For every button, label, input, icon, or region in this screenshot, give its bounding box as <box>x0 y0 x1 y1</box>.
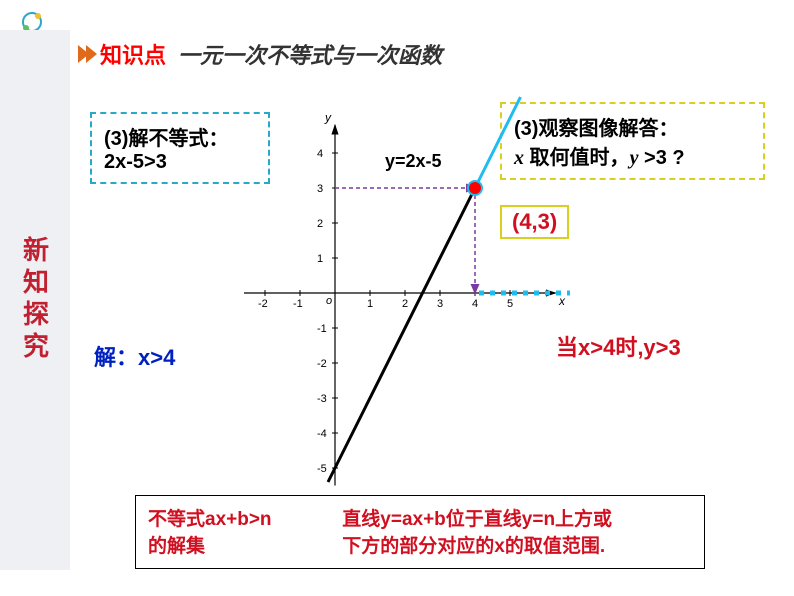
conclusion-left: 不等式ax+b>n 的解集 <box>148 504 342 560</box>
svg-text:4: 4 <box>472 298 478 310</box>
svg-text:-1: -1 <box>293 298 303 310</box>
svg-text:-2: -2 <box>258 298 268 310</box>
svg-text:-1: -1 <box>317 323 327 335</box>
page-title: 一元一次不等式与一次函数 <box>178 38 442 70</box>
sidebar-title: 新知探究 <box>17 236 54 364</box>
svg-text:2: 2 <box>317 218 323 230</box>
answer-right: 当x>4时,y>3 <box>556 330 681 362</box>
svg-text:2: 2 <box>402 298 408 310</box>
svg-text:y: y <box>324 111 332 125</box>
svg-text:3: 3 <box>317 183 323 195</box>
svg-text:3: 3 <box>437 298 443 310</box>
svg-text:-2: -2 <box>317 358 327 370</box>
svg-text:5: 5 <box>507 298 513 310</box>
arrow-icon <box>78 45 94 63</box>
svg-text:-5: -5 <box>317 463 327 475</box>
conclusion-right: 直线y=ax+b位于直线y=n上方或 下方的部分对应的x的取值范围. <box>342 504 692 560</box>
knowledge-point-label: 知识点 <box>100 38 166 70</box>
svg-text:x: x <box>558 294 566 308</box>
svg-text:-3: -3 <box>317 393 327 405</box>
conclusion-box: 不等式ax+b>n 的解集 直线y=ax+b位于直线y=n上方或 下方的部分对应… <box>135 495 705 569</box>
answer-left: 解：x>4 <box>94 340 175 372</box>
svg-text:o: o <box>326 295 332 307</box>
coordinate-chart: x y o -2 -1 1 2 3 4 5 1 2 3 4 -1 -2 -3 -4 -5 <box>210 86 570 494</box>
sidebar: 新知探究 <box>0 30 70 570</box>
svg-text:1: 1 <box>367 298 373 310</box>
svg-text:4: 4 <box>317 148 323 160</box>
svg-text:1: 1 <box>317 253 323 265</box>
svg-text:-4: -4 <box>317 428 327 440</box>
header: 知识点 一元一次不等式与一次函数 <box>78 38 442 70</box>
